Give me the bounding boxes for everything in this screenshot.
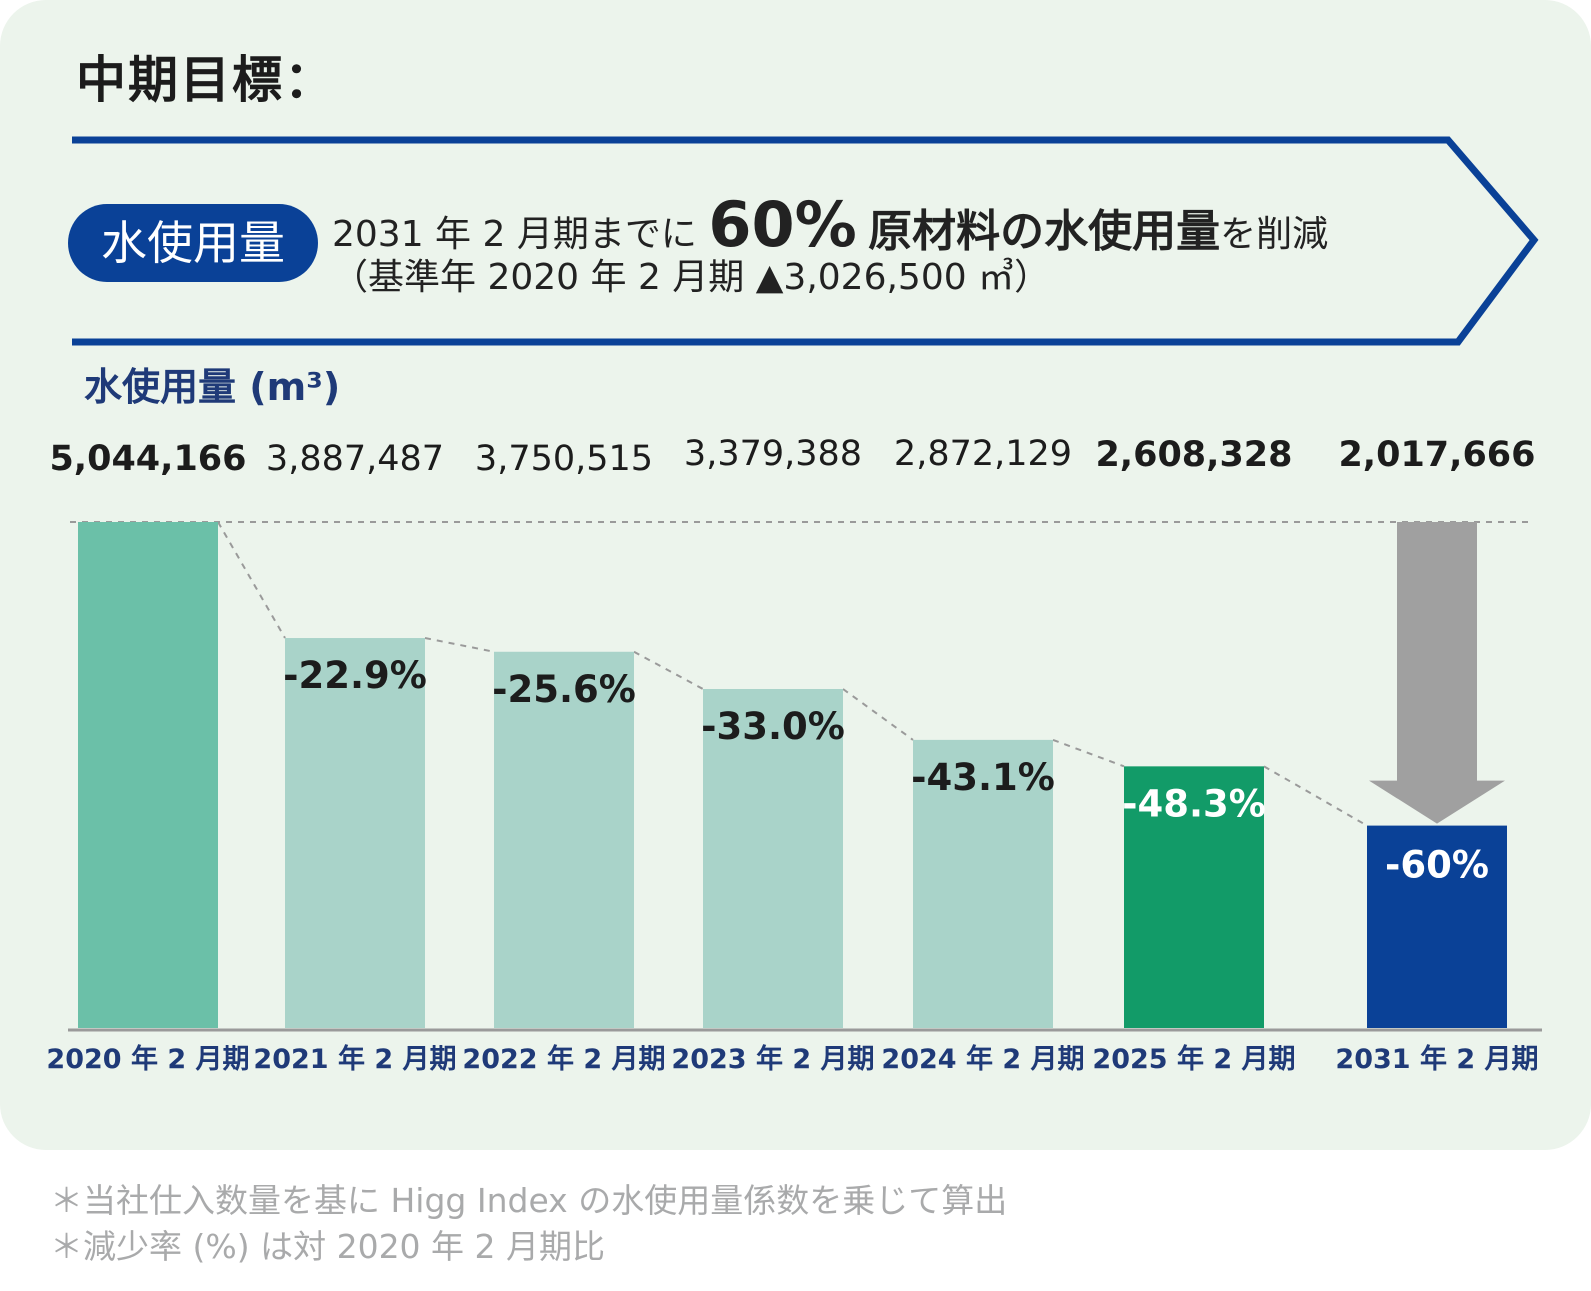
goal-emphasis: 原材料の水使用量 (868, 206, 1221, 257)
trend-connector (633, 650, 704, 690)
data-label-change: -25.6% (492, 668, 636, 711)
x-tick-label: 2020 年 2 月期 (46, 1043, 249, 1075)
data-label-change: -60% (1385, 844, 1489, 887)
goal-percentage: 60% (708, 188, 857, 261)
goal-baseline: （基準年 2020 年 2 月期 ▲3,026,500 ㎥） (332, 257, 1051, 298)
goal-suffix: を削減 (1220, 214, 1329, 255)
goal-prefix: 2031 年 2 月期までに (332, 214, 697, 255)
trend-connector (424, 637, 495, 653)
x-tick-label: 2023 年 2 月期 (671, 1043, 874, 1075)
x-tick-label: 2022 年 2 月期 (462, 1043, 665, 1075)
bar (78, 522, 218, 1028)
x-tick-label: 2024 年 2 月期 (881, 1043, 1084, 1075)
data-label-value: 2,872,129 (894, 434, 1072, 474)
bar (913, 739, 1053, 1028)
data-label-value: 3,750,515 (475, 439, 653, 479)
bar (1367, 825, 1507, 1028)
x-tick-label: 2031 年 2 月期 (1335, 1043, 1538, 1075)
trend-connector (842, 688, 914, 741)
bar (1124, 766, 1264, 1028)
page-title: 中期目標： (76, 51, 336, 109)
data-label-change: -43.1% (911, 756, 1055, 799)
trend-connector (1052, 738, 1125, 768)
bar (703, 689, 843, 1028)
footnotes: ＊当社仕入数量を基に Higg Index の水使用量係数を乗じて算出 ＊減少率… (50, 1178, 1007, 1270)
bar (285, 638, 425, 1028)
data-label-change: -33.0% (701, 705, 845, 748)
trend-connector (1263, 765, 1368, 827)
data-label-value: 2,017,666 (1338, 435, 1535, 475)
footnote-1: ＊当社仕入数量を基に Higg Index の水使用量係数を乗じて算出 (50, 1181, 1008, 1220)
data-label-value: 3,379,388 (684, 434, 862, 474)
bar (494, 651, 634, 1028)
footnote-2: ＊減少率 (%) は対 2020 年 2 月期比 (50, 1227, 606, 1266)
data-label-change: -48.3% (1122, 782, 1266, 825)
data-label-change: -22.9% (283, 654, 427, 697)
x-tick-label: 2021 年 2 月期 (253, 1043, 456, 1075)
goal-statement: 2031 年 2 月期までに 60% 原材料の水使用量を削減 (332, 188, 1328, 261)
y-axis-title: 水使用量 (m³) (84, 365, 341, 409)
x-tick-label: 2025 年 2 月期 (1092, 1043, 1295, 1075)
goal-badge: 水使用量 (68, 204, 318, 282)
data-label-value: 5,044,166 (49, 439, 246, 479)
trend-connector (217, 521, 286, 639)
target-arrow (1369, 522, 1505, 824)
data-label-value: 3,887,487 (266, 439, 444, 479)
data-label-value: 2,608,328 (1095, 435, 1292, 475)
